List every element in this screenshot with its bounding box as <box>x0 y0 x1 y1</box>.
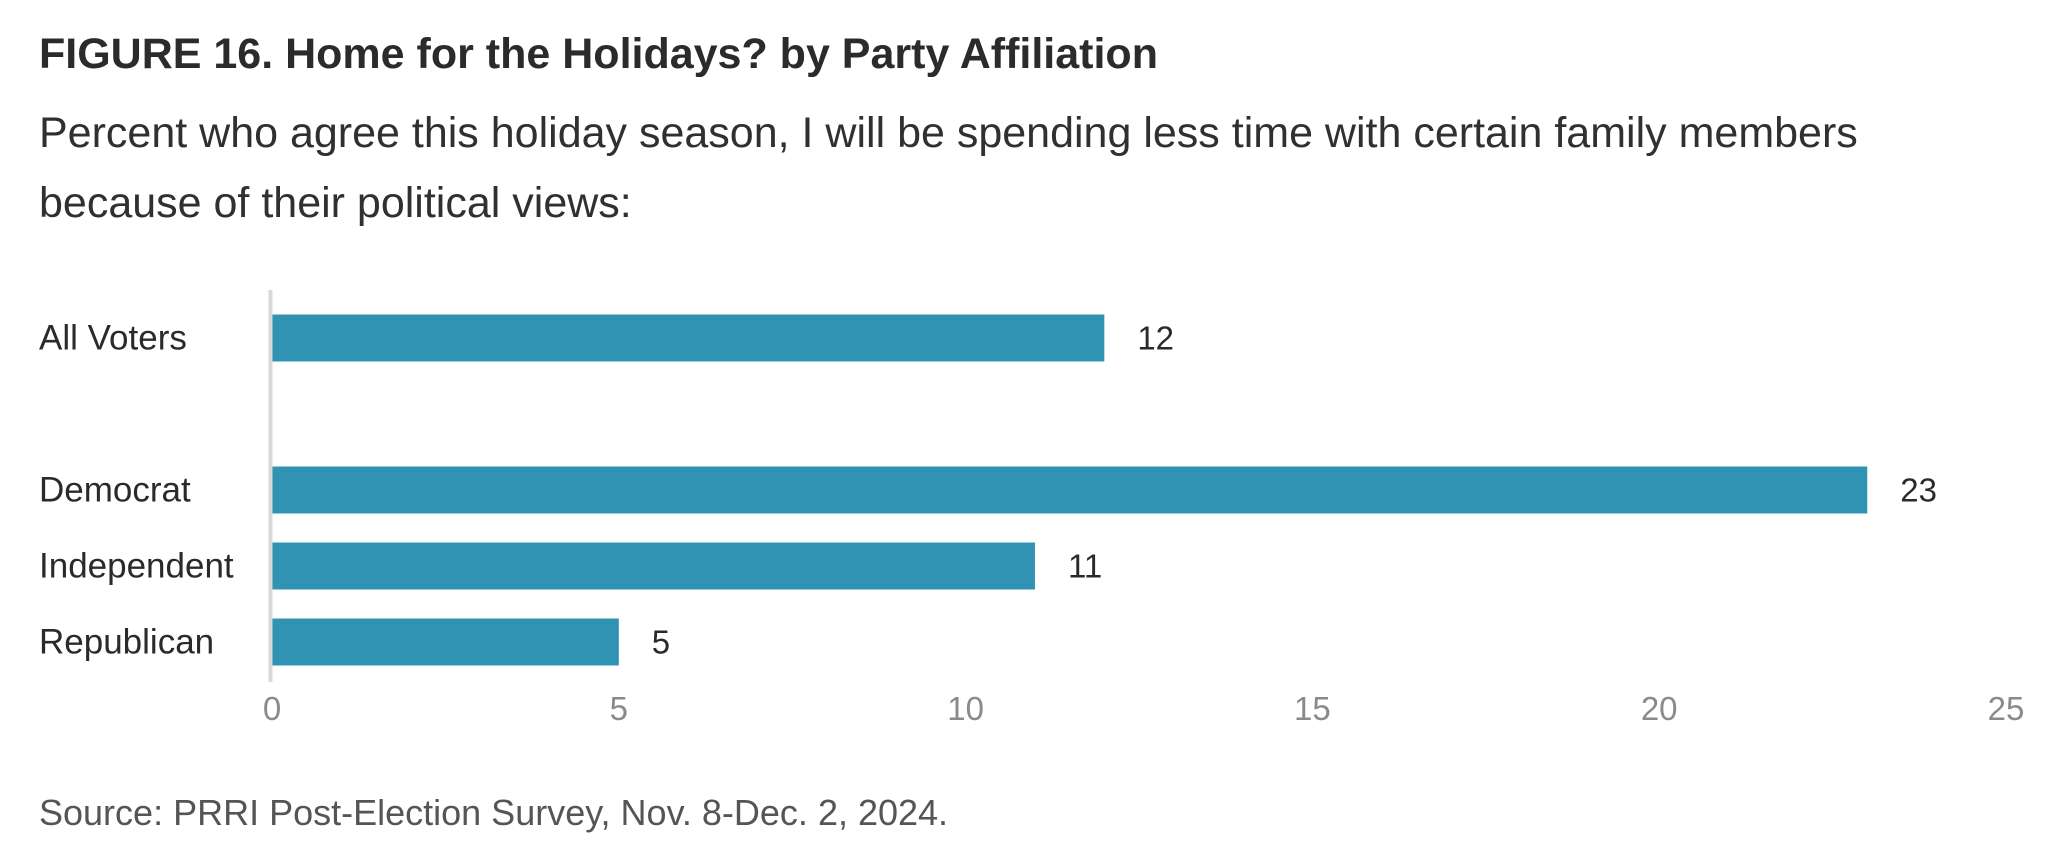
source-note: Source: PRRI Post-Election Survey, Nov. … <box>39 792 949 833</box>
labels-layer: All Voters 12 Democrat 23 Independent 11 Repub… <box>39 319 1937 662</box>
category-label-democrat: Democrat <box>39 471 191 510</box>
value-label-all-voters: 12 <box>1137 320 1174 357</box>
bar-democrat <box>272 466 1868 514</box>
value-label-independent: 11 <box>1068 548 1102 585</box>
bar-republican <box>272 618 619 666</box>
x-tick-label-0: 0 <box>263 690 281 727</box>
bar-independent <box>272 542 1035 590</box>
category-label-independent: Independent <box>39 547 234 586</box>
value-label-republican: 5 <box>652 624 670 661</box>
x-tick-label-15: 15 <box>1294 690 1331 727</box>
bar-all-voters <box>272 314 1105 362</box>
x-tick-label-25: 25 <box>1988 690 2025 727</box>
x-tick-label-10: 10 <box>947 690 984 727</box>
value-label-democrat: 23 <box>1900 472 1937 509</box>
chart-subtitle: Percent who agree this holiday season, I… <box>39 109 1858 227</box>
category-label-republican: Republican <box>39 623 214 662</box>
category-label-all-voters: All Voters <box>39 319 187 358</box>
x-tick-label-20: 20 <box>1641 690 1678 727</box>
bars-layer <box>272 314 1868 666</box>
x-tick-label-5: 5 <box>610 690 628 727</box>
chart-title: FIGURE 16. Home for the Holidays? by Par… <box>39 30 1158 78</box>
ticks-layer: 0 5 10 15 20 25 <box>263 690 2025 727</box>
